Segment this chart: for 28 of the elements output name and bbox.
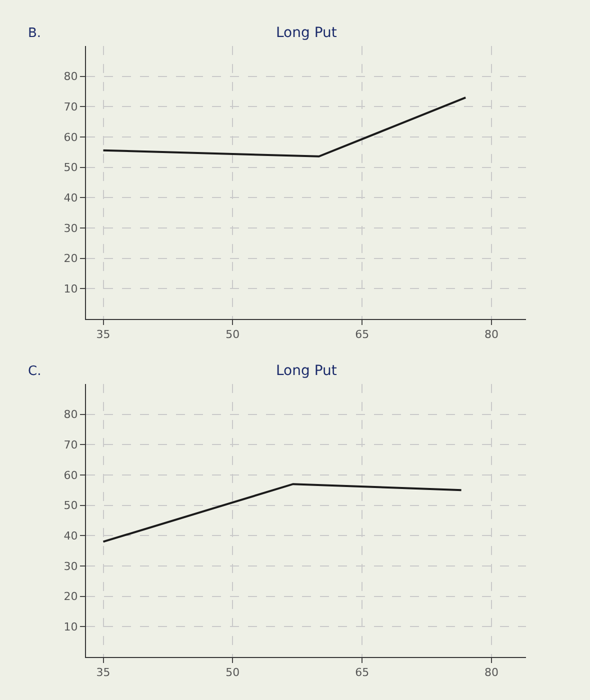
text: B. (28, 26, 42, 41)
y-tick-label: 60 (64, 130, 78, 144)
x-tick-label: 50 (226, 328, 240, 342)
y-tick-label: 60 (64, 468, 78, 482)
y-tick-label: 10 (64, 620, 78, 634)
y-tick-label: 80 (64, 408, 78, 422)
chart-title: Long Put (276, 363, 338, 379)
y-tick-label: 30 (64, 560, 78, 573)
y-tick-label: 40 (64, 530, 78, 543)
y-tick-label: 70 (64, 100, 78, 114)
x-tick-label: 80 (484, 666, 498, 680)
y-tick-label: 50 (64, 161, 78, 174)
x-tick-label: 80 (484, 328, 498, 342)
y-tick-label: 40 (64, 192, 78, 205)
text: C. (28, 364, 42, 379)
x-tick-label: 65 (355, 666, 370, 680)
chart-title: Long Put (276, 25, 338, 41)
y-tick-label: 20 (64, 252, 78, 266)
y-tick-label: 70 (64, 438, 78, 452)
x-tick-label: 50 (226, 666, 240, 680)
x-tick-label: 35 (96, 328, 110, 342)
y-tick-label: 50 (64, 499, 78, 512)
y-tick-label: 10 (64, 282, 78, 296)
y-tick-label: 30 (64, 222, 78, 235)
x-tick-label: 65 (355, 328, 370, 342)
y-tick-label: 20 (64, 590, 78, 604)
y-tick-label: 80 (64, 70, 78, 84)
x-tick-label: 35 (96, 666, 110, 680)
